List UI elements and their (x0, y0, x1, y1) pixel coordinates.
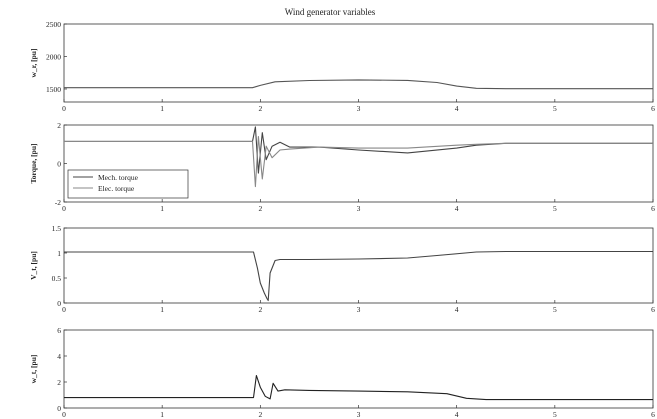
y-tick-label: 0.5 (52, 274, 62, 283)
plot-frame (63, 227, 654, 304)
x-tick-label: 2 (258, 410, 262, 419)
plot-frame (63, 329, 654, 409)
x-tick-label: 1 (160, 104, 164, 113)
x-tick-label: 5 (553, 410, 557, 419)
x-tick-label: 2 (258, 104, 262, 113)
y-axis-label: V_t, [pu] (29, 251, 38, 280)
x-tick-label: 3 (357, 305, 361, 314)
y-axis-label: w_t, [pu] (29, 355, 38, 384)
panel-4: 0 1 2 3 4 5 6 6 4 2 0 w_t, [pu] (29, 326, 655, 419)
x-tick-label: 0 (62, 305, 66, 314)
x-tick-label: 6 (651, 204, 655, 213)
x-tick-label: 6 (651, 410, 655, 419)
y-axis-label: w_r, [pu] (29, 49, 38, 78)
y-tick-label: 0 (57, 404, 61, 413)
y-tick-label: 1.5 (52, 224, 62, 233)
panel-1: 0 1 2 3 4 5 6 2500 2000 1500 w_r, [pu] (29, 20, 655, 113)
x-tick-label: 2 (258, 305, 262, 314)
y-tick-label: 2000 (46, 53, 61, 62)
y-tick-label: 2 (57, 121, 61, 130)
x-tick-label: 1 (160, 204, 164, 213)
legend-box (67, 169, 189, 199)
series-line-1 (64, 79, 653, 90)
y-tick-label: 2 (57, 378, 61, 387)
x-tick-label: 0 (62, 204, 66, 213)
x-tick-label: 4 (455, 204, 459, 213)
y-tick-label: 0 (57, 160, 61, 169)
x-tick-label: 4 (455, 410, 459, 419)
y-tick-label: 4 (57, 352, 61, 361)
x-tick-label: 4 (455, 104, 459, 113)
x-tick-label: 5 (553, 305, 557, 314)
y-tick-label: 1 (57, 249, 61, 258)
x-tick-label: 0 (62, 104, 66, 113)
y-tick-label: -2 (55, 198, 61, 207)
x-tick-label: 0 (62, 410, 66, 419)
legend-entry: Elec. torque (98, 184, 135, 193)
x-tick-label: 3 (357, 204, 361, 213)
series-line-2 (64, 136, 653, 188)
x-tick-label: 6 (651, 104, 655, 113)
plot-frame (63, 23, 654, 103)
series-line-1 (64, 126, 653, 174)
x-tick-label: 1 (160, 305, 164, 314)
figure-title: Wind generator variables (285, 7, 376, 17)
series-line-1 (64, 374, 653, 401)
x-tick-label: 3 (357, 104, 361, 113)
x-tick-label: 4 (455, 305, 459, 314)
panel-3: 0 1 2 3 4 5 6 1.5 1 0.5 0 V_t, [pu] (29, 224, 655, 314)
x-tick-label: 5 (553, 104, 557, 113)
x-tick-label: 5 (553, 204, 557, 213)
x-tick-label: 6 (651, 305, 655, 314)
x-tick-label: 3 (357, 410, 361, 419)
y-tick-label: 1500 (46, 85, 61, 94)
y-axis-label: Torque, [pu] (29, 143, 38, 183)
y-tick-label: 2500 (46, 20, 61, 29)
y-tick-label: 6 (57, 326, 61, 335)
series-line-1 (64, 250, 653, 302)
x-tick-label: 1 (160, 410, 164, 419)
x-tick-label: 2 (258, 204, 262, 213)
legend-entry: Mech. torque (98, 173, 139, 182)
y-tick-label: 0 (57, 299, 61, 308)
